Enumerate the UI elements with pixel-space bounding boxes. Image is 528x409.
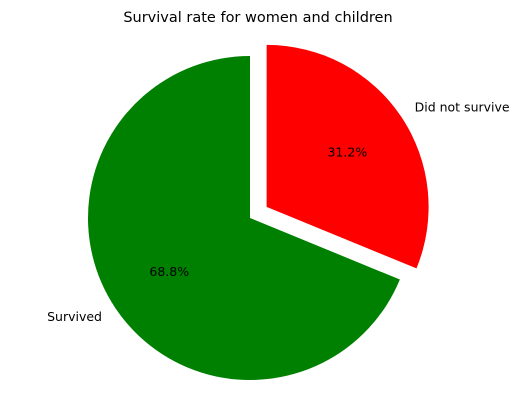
pie-slices	[87, 44, 429, 380]
slice-percent-label: 31.2%	[327, 145, 367, 160]
slice-category-label: Survived	[47, 309, 102, 324]
slice-category-label: Did not survive	[415, 100, 510, 115]
pie-slice-did-not-survive	[266, 44, 429, 269]
chart-title: Survival rate for women and children	[123, 10, 392, 26]
pie-slice-survived	[87, 56, 400, 380]
pie-labels: 68.8% Survived 31.2% Did not survive	[47, 100, 510, 325]
slice-percent-label: 68.8%	[149, 264, 189, 279]
